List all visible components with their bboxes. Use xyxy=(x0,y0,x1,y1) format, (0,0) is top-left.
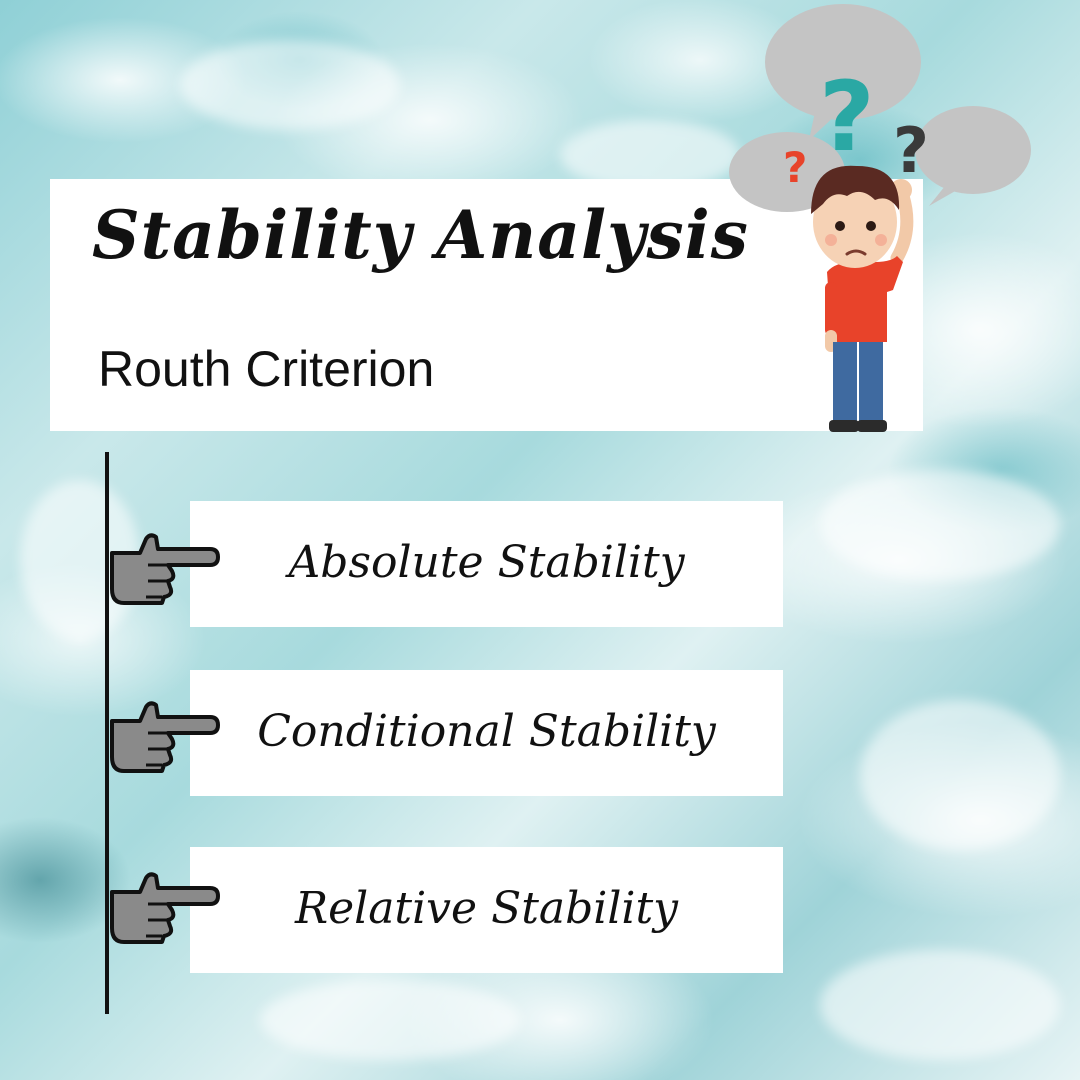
pointing-hand-icon xyxy=(110,533,220,605)
list-item-label: Relative Stability xyxy=(294,883,679,934)
question-mark-icon: ? xyxy=(819,61,875,173)
list-item: Absolute Stability xyxy=(190,501,783,627)
speech-bubble-icon xyxy=(765,4,921,120)
page-title: Stability Analysis xyxy=(92,196,749,274)
page-subtitle: Routh Criterion xyxy=(98,341,435,397)
pointing-hand-icon xyxy=(110,701,220,773)
title-card xyxy=(50,179,923,431)
question-mark-icon: ? xyxy=(893,114,929,187)
confused-boy-illustration: ? ? ? xyxy=(729,4,1031,432)
pointing-hand-icon xyxy=(110,872,220,944)
list-item: Relative Stability xyxy=(190,847,783,973)
timeline-line xyxy=(105,452,109,1014)
speech-bubble-icon xyxy=(915,106,1031,194)
list-item: Conditional Stability xyxy=(190,670,783,796)
list-item-label: Absolute Stability xyxy=(288,537,685,588)
list-item-label: Conditional Stability xyxy=(257,706,716,757)
question-mark-icon: ? xyxy=(783,143,807,192)
